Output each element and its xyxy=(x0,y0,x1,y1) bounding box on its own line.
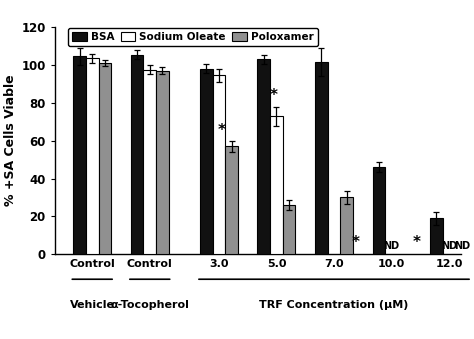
Bar xyxy=(212,75,225,254)
Legend: BSA, Sodium Oleate, Poloxamer: BSA, Sodium Oleate, Poloxamer xyxy=(68,28,318,46)
Bar xyxy=(156,71,169,254)
Bar xyxy=(373,167,385,254)
Text: *: * xyxy=(217,123,225,138)
Text: *: * xyxy=(351,236,359,251)
Text: ND: ND xyxy=(441,241,457,252)
Bar xyxy=(99,63,111,254)
Text: Vehicle: Vehicle xyxy=(70,300,115,310)
Text: TRF Concentration (μM): TRF Concentration (μM) xyxy=(259,300,409,310)
Bar xyxy=(430,218,443,254)
Text: ND: ND xyxy=(383,241,400,252)
Y-axis label: % +SA Cells Viable: % +SA Cells Viable xyxy=(4,75,17,206)
Bar xyxy=(131,55,144,254)
Bar xyxy=(73,57,86,254)
Text: α-Tocopherol: α-Tocopherol xyxy=(110,300,189,310)
Text: ND: ND xyxy=(454,241,470,252)
Bar xyxy=(225,146,238,254)
Text: *: * xyxy=(413,236,421,251)
Text: *: * xyxy=(270,88,278,103)
Bar xyxy=(283,205,295,254)
Bar xyxy=(257,59,270,254)
Bar xyxy=(86,58,99,254)
Bar xyxy=(315,62,328,254)
Bar xyxy=(200,69,212,254)
Bar xyxy=(340,197,353,254)
Bar xyxy=(270,116,283,254)
Bar xyxy=(144,70,156,254)
